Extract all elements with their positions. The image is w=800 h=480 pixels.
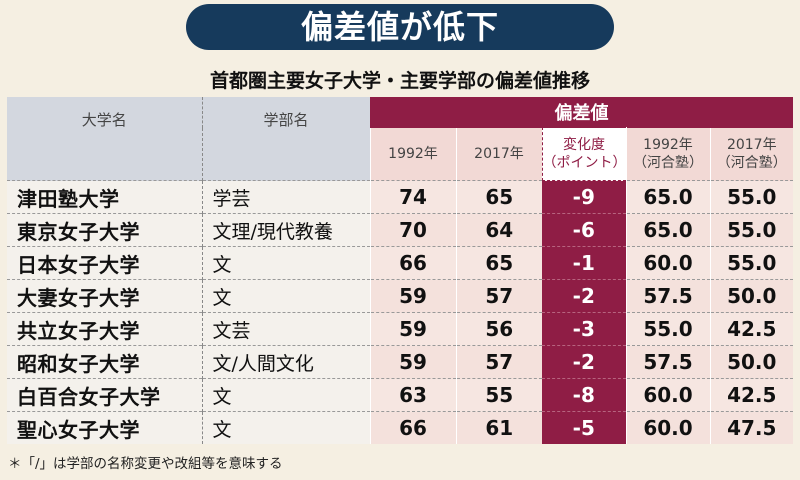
change-cell: -5	[542, 411, 626, 444]
col-header-kawai-1992-line1: 1992年	[643, 136, 693, 153]
change-cell: -1	[542, 246, 626, 280]
value-1992-cell: 59	[369, 279, 456, 313]
table-row: 昭和女子大学 文/人間文化 59 57 -2 57.5 50.0	[7, 345, 794, 379]
value-2017-cell: 57	[455, 345, 542, 379]
col-header-kawai-2017-line1: 2017年	[726, 136, 777, 153]
university-cell: 津田塾大学	[7, 180, 203, 214]
university-cell: 大妻女子大学	[7, 279, 203, 313]
table-row: 聖心女子大学文 66 61 -5 60.0 47.5	[7, 411, 794, 444]
group-header-deviation: 偏差値	[370, 97, 794, 128]
col-header-university: 大学名	[7, 97, 203, 181]
footnote: ＊「/」は学部の名称変更や改組等を意味する	[8, 456, 283, 472]
change-cell: -2	[542, 279, 626, 313]
faculty-cell: 文/人間文化	[202, 345, 370, 379]
faculty-cell: 文理/現代教養	[202, 213, 370, 247]
value-2017-cell: 65	[455, 180, 542, 214]
university-cell: 昭和女子大学	[7, 345, 203, 379]
deviation-table: 大学名 学部名 偏差値 1992年 2017年 変化度 （ポイント） 1992年…	[7, 97, 794, 444]
university-cell: 共立女子大学	[7, 312, 203, 346]
value-2017-cell: 57	[455, 279, 542, 313]
value-1992-cell: 70	[369, 213, 456, 247]
university-cell: 白百合女子大学	[7, 378, 203, 412]
col-header-1992: 1992年	[369, 127, 456, 181]
title-banner: 偏差値が低下	[186, 4, 614, 50]
value-1992-cell: 66	[369, 411, 456, 444]
value-1992-cell: 59	[369, 312, 456, 346]
kawai-2017-cell: 42.5	[709, 312, 794, 346]
change-cell: -3	[542, 312, 626, 346]
value-2017-cell: 65	[455, 246, 542, 280]
kawai-1992-cell: 65.0	[625, 180, 710, 214]
kawai-1992-cell: 60.0	[625, 378, 710, 412]
kawai-2017-cell: 50.0	[709, 345, 794, 379]
col-header-kawai-1992-line2: （河合塾）	[633, 154, 703, 171]
value-1992-cell: 63	[369, 378, 456, 412]
kawai-1992-cell: 57.5	[625, 345, 710, 379]
value-2017-cell: 61	[455, 411, 542, 444]
value-2017-cell: 56	[455, 312, 542, 346]
faculty-cell: 学芸	[202, 180, 370, 214]
table-row: 共立女子大学 文芸 59 56 -3 55.0 42.5	[7, 312, 794, 346]
col-header-kawai-2017: 2017年 （河合塾）	[709, 127, 794, 181]
kawai-1992-cell: 60.0	[625, 246, 710, 280]
table-row: 大妻女子大学文 59 57 -2 57.5 50.0	[7, 279, 794, 313]
kawai-2017-cell: 55.0	[709, 246, 794, 280]
col-header-change-line1: 変化度	[563, 137, 605, 153]
table-row: 白百合女子大学文 63 55 -8 60.0 42.5	[7, 378, 794, 412]
kawai-2017-cell: 55.0	[709, 180, 794, 214]
col-header-change-line2: （ポイント）	[542, 155, 627, 171]
kawai-2017-cell: 47.5	[709, 411, 794, 444]
col-header-faculty: 学部名	[202, 97, 370, 181]
faculty-cell: 文	[202, 411, 370, 444]
table-row: 東京女子大学 文理/現代教養 70 64 -6 65.0 55.0	[7, 213, 794, 247]
change-cell: -8	[542, 378, 626, 412]
kawai-1992-cell: 55.0	[625, 312, 710, 346]
value-1992-cell: 59	[369, 345, 456, 379]
value-2017-cell: 64	[455, 213, 542, 247]
university-cell: 東京女子大学	[7, 213, 203, 247]
kawai-1992-cell: 60.0	[625, 411, 710, 444]
kawai-1992-cell: 65.0	[625, 213, 710, 247]
col-header-kawai-1992: 1992年 （河合塾）	[625, 127, 710, 181]
change-cell: -6	[542, 213, 626, 247]
kawai-2017-cell: 55.0	[709, 213, 794, 247]
kawai-2017-cell: 50.0	[709, 279, 794, 313]
value-2017-cell: 55	[455, 378, 542, 412]
table-row: 日本女子大学文 66 65 -1 60.0 55.0	[7, 246, 794, 280]
value-1992-cell: 74	[369, 180, 456, 214]
col-header-2017: 2017年	[455, 127, 542, 181]
chart-subtitle: 首都圏主要女子大学・主要学部の偏差値推移	[209, 70, 590, 92]
university-cell: 日本女子大学	[7, 246, 203, 280]
faculty-cell: 文芸	[202, 312, 370, 346]
faculty-cell: 文	[202, 378, 370, 412]
faculty-cell: 文	[202, 246, 370, 280]
kawai-1992-cell: 57.5	[625, 279, 710, 313]
faculty-cell: 文	[202, 279, 370, 313]
university-cell: 聖心女子大学	[7, 411, 203, 444]
col-header-change: 変化度 （ポイント）	[541, 127, 627, 181]
col-header-kawai-2017-line2: （河合塾）	[716, 154, 787, 171]
table-row: 津田塾大学 学芸 74 65 -9 65.0 55.0	[7, 180, 794, 214]
change-cell: -2	[542, 345, 626, 379]
kawai-2017-cell: 42.5	[709, 378, 794, 412]
value-1992-cell: 66	[369, 246, 456, 280]
change-cell: -9	[542, 180, 626, 214]
